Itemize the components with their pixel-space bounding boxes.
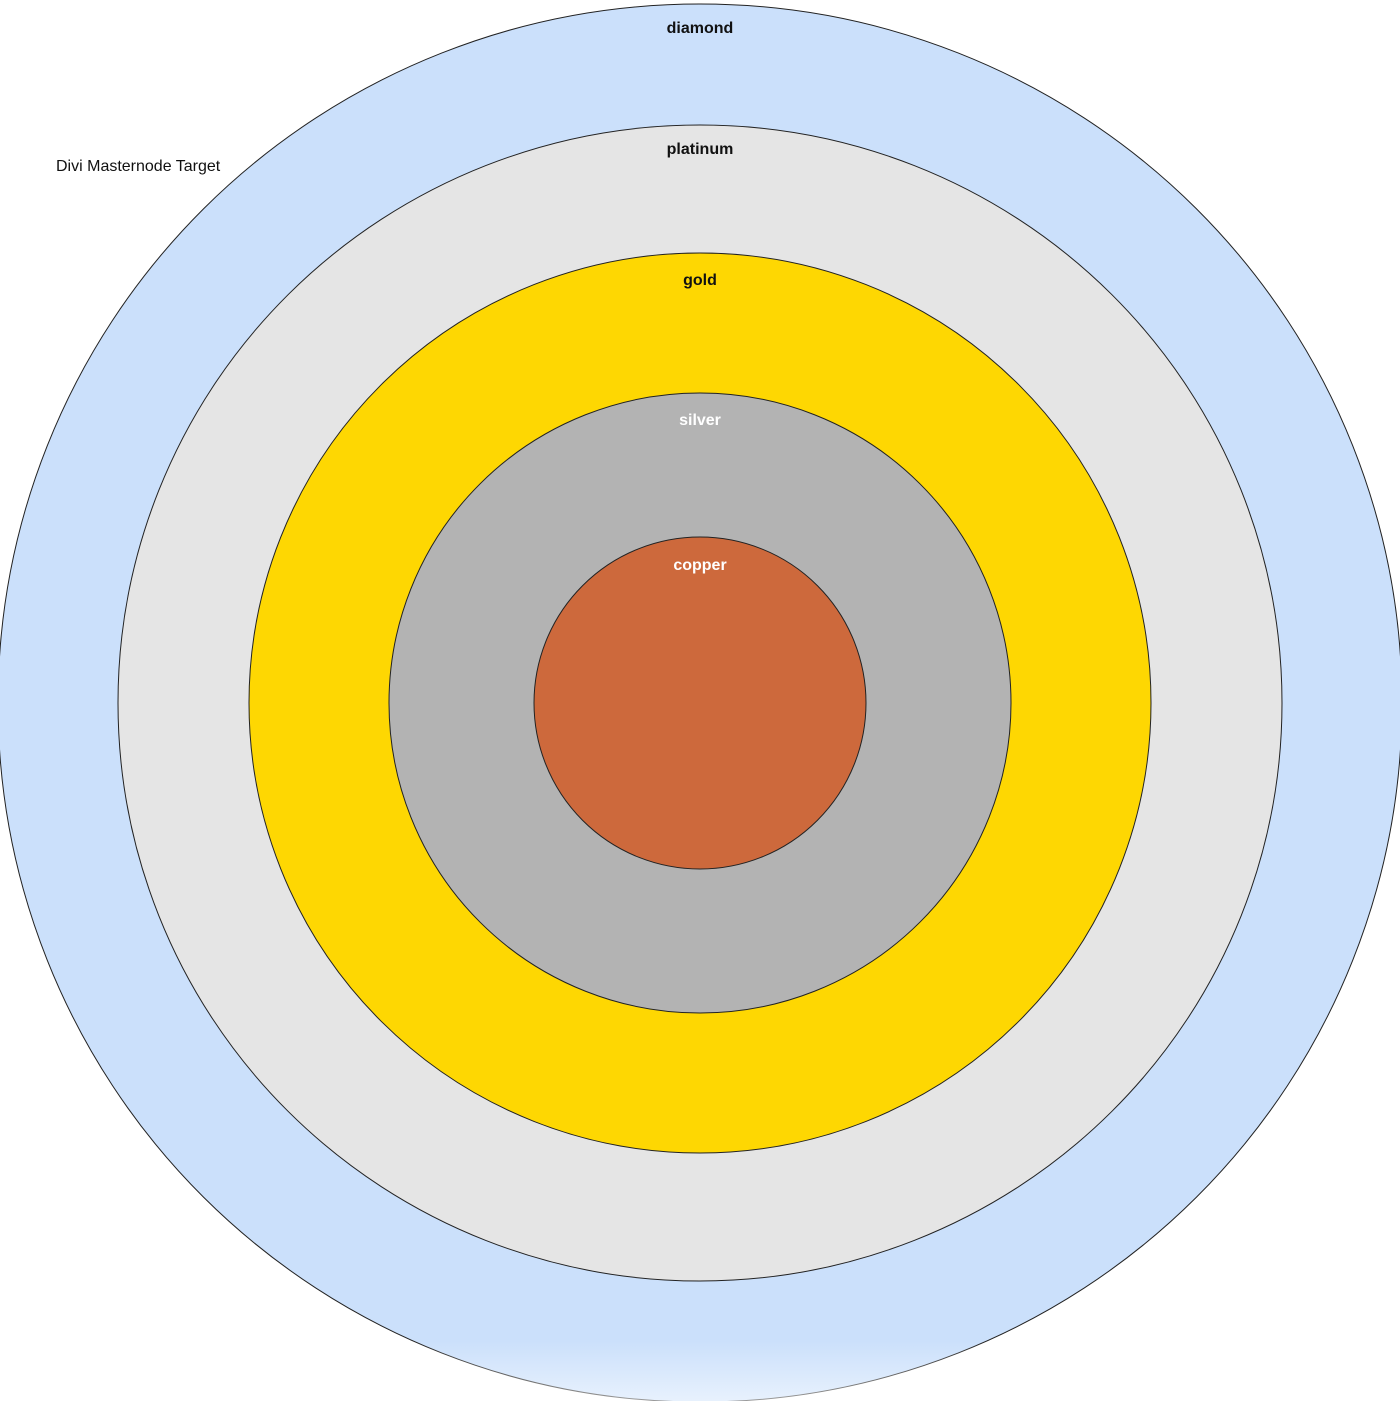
ring-label-copper: copper xyxy=(673,557,726,574)
ring-label-platinum: platinum xyxy=(667,141,734,158)
ring-label-gold: gold xyxy=(683,272,717,289)
diagram-title: Divi Masternode Target xyxy=(56,158,221,175)
ring-copper xyxy=(533,536,867,870)
ring-label-diamond: diamond xyxy=(667,20,734,37)
ring-label-silver: silver xyxy=(679,412,721,429)
